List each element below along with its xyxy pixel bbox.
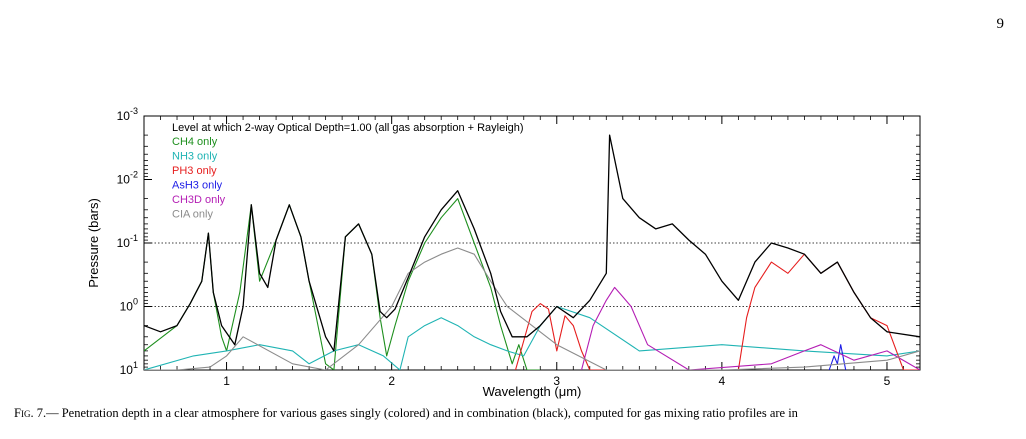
x-tick-label: 2 (388, 374, 395, 388)
series-line-combined (144, 134, 920, 352)
y-tick-label: 10-1 (117, 233, 138, 250)
legend-entry: CH4 only (172, 136, 218, 148)
x-tick-label: 3 (553, 374, 560, 388)
series-line-cia-only (144, 247, 920, 370)
x-tick-label: 5 (884, 374, 891, 388)
legend-entry: AsH3 only (172, 180, 223, 192)
figure-label: Fig. 7. (14, 406, 47, 420)
x-tick-label: 4 (719, 374, 726, 388)
chart: 1 2 3 4 5 101 100 10-1 10-2 10-3 Level at which 2… (86, 106, 921, 399)
series-line-ch3d-only (580, 286, 920, 370)
x-axis-title: Wavelength (μm) (483, 384, 582, 399)
series-layer (144, 134, 920, 370)
legend: CH4 only NH3 only PH3 only AsH3 only CH3D on… (172, 136, 226, 221)
y-axis-title: Pressure (bars) (86, 198, 101, 288)
page-number: 9 (996, 16, 1005, 32)
axis-ticks: 1 2 3 4 5 101 100 10-1 10-2 10-3 (117, 106, 920, 388)
legend-entry: PH3 only (172, 165, 217, 177)
figure: 1 2 3 4 5 101 100 10-1 10-2 10-3 Level at which 2… (80, 104, 1026, 404)
legend-entry: CH3D only (172, 194, 226, 206)
x-tick-label: 1 (223, 374, 230, 388)
y-tick-label: 101 (120, 360, 138, 377)
series-line-ch4-only (144, 198, 541, 370)
figure-caption-text: — Penetration depth in a clear atmospher… (46, 406, 798, 420)
y-tick-label: 10-3 (117, 106, 138, 123)
chart-title: Level at which 2-way Optical Depth=1.00 … (172, 122, 524, 134)
figure-caption: Fig. 7.— Penetration depth in a clear at… (14, 405, 1014, 421)
series-line-nh3-only (144, 305, 920, 370)
legend-entry: NH3 only (172, 151, 218, 163)
legend-entry: CIA only (172, 209, 213, 221)
series-line-ph3-only (514, 253, 920, 370)
y-tick-label: 10-2 (117, 170, 138, 187)
y-tick-label: 100 (120, 297, 138, 314)
